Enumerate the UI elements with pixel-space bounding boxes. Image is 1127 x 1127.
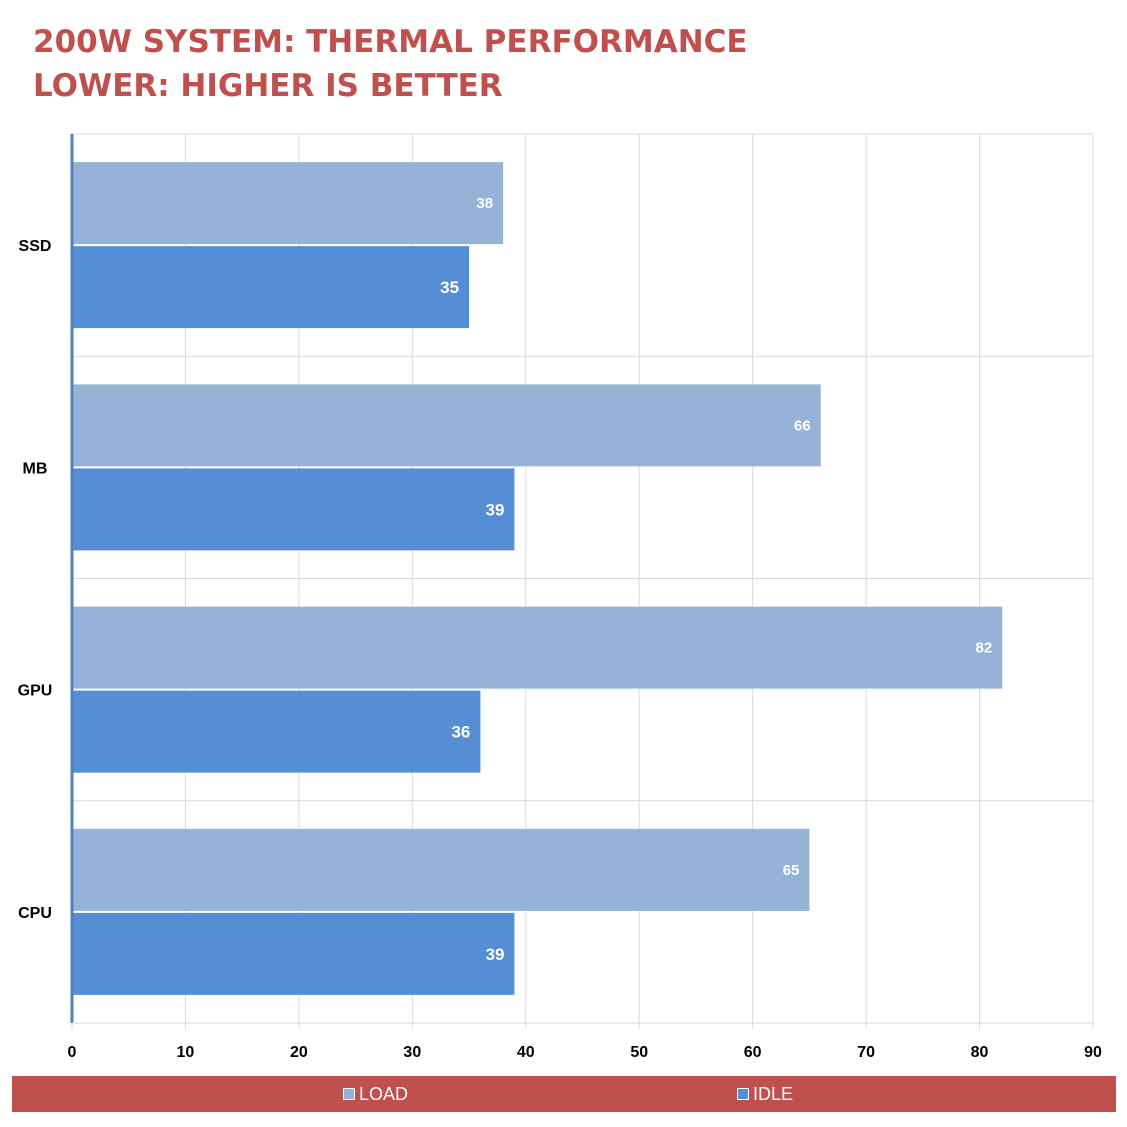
data-label-idle-gpu: 36 — [451, 723, 470, 742]
tick-label-x-60: 60 — [744, 1044, 762, 1061]
chart-title-line-2: LOWER: HIGHER IS BETTER — [33, 68, 503, 104]
tick-label-x-10: 10 — [177, 1044, 195, 1061]
bar-idle-ssd — [72, 246, 470, 329]
data-label-idle-ssd: 35 — [440, 278, 459, 297]
tick-label-x-40: 40 — [517, 1044, 535, 1061]
data-label-load-ssd: 38 — [476, 195, 493, 212]
legend-label-idle: IDLE — [753, 1083, 794, 1104]
bar-load-mb — [72, 384, 821, 467]
tick-label-x-90: 90 — [1084, 1044, 1102, 1061]
tick-label-x-0: 0 — [68, 1044, 77, 1061]
bar-idle-gpu — [72, 690, 481, 773]
category-label-mb: MB — [23, 460, 48, 477]
data-label-load-gpu: 82 — [976, 640, 993, 657]
category-label-ssd: SSD — [19, 238, 52, 255]
bar-load-cpu — [72, 828, 810, 911]
legend-swatch-load — [343, 1088, 355, 1100]
legend-item-idle: IDLE — [737, 1076, 793, 1112]
bar-load-gpu — [72, 606, 1003, 689]
bar-idle-mb — [72, 468, 515, 551]
legend: LOAD IDLE — [12, 1076, 1116, 1112]
tick-label-x-70: 70 — [857, 1044, 875, 1061]
category-label-gpu: GPU — [18, 683, 53, 700]
data-label-idle-cpu: 39 — [486, 945, 505, 964]
legend-swatch-idle — [737, 1088, 749, 1100]
chart-title-line-1: 200W SYSTEM: THERMAL PERFORMANCE — [33, 24, 748, 60]
data-label-load-mb: 66 — [794, 417, 811, 434]
tick-label-x-50: 50 — [630, 1044, 648, 1061]
data-label-load-cpu: 65 — [783, 862, 800, 879]
category-label-cpu: CPU — [18, 905, 52, 922]
bar-idle-cpu — [72, 912, 515, 995]
tick-label-x-20: 20 — [290, 1044, 308, 1061]
bar-chart: 38 35 SSD 66 39 MB 82 36 GPU 65 39 CPU 0 10 20 30 40 50 60… — [18, 133, 1102, 1061]
legend-label-load: LOAD — [359, 1083, 409, 1104]
tick-label-x-80: 80 — [971, 1044, 989, 1061]
chart-title: 200W SYSTEM: THERMAL PERFORMANCE LOWER: … — [33, 20, 748, 108]
data-label-idle-mb: 39 — [486, 500, 505, 519]
tick-label-x-30: 30 — [403, 1044, 421, 1061]
legend-item-load: LOAD — [343, 1076, 408, 1112]
bar-load-ssd — [72, 162, 504, 245]
